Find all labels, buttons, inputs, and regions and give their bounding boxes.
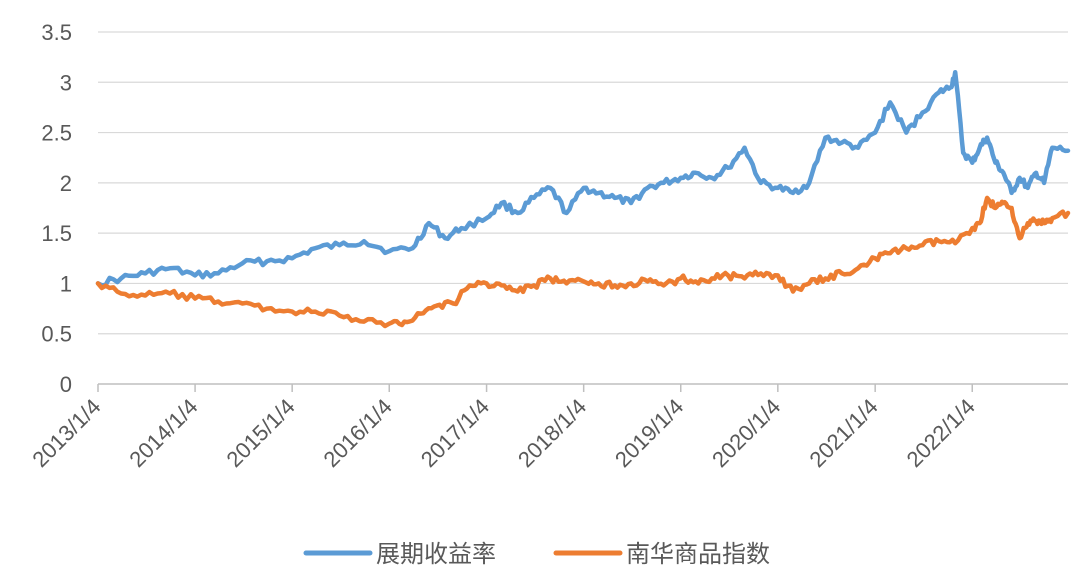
x-tick-label: 2021/1/4 [804, 394, 882, 472]
x-tick-label: 2015/1/4 [221, 394, 299, 472]
gridlines [98, 31, 1068, 335]
series-lines [95, 69, 1071, 329]
y-tick-label: 0 [60, 372, 72, 397]
x-tick-label: 2018/1/4 [513, 394, 591, 472]
y-tick-label: 2.5 [41, 121, 72, 146]
series-line-1 [95, 69, 1071, 288]
legend: 展期收益率 南华商品指数 [303, 540, 770, 568]
legend-label-1: 展期收益率 [376, 540, 496, 568]
x-tick-label: 2014/1/4 [124, 394, 202, 472]
y-tick-label: 1 [60, 271, 72, 296]
legend-label-2: 南华商品指数 [626, 540, 770, 568]
y-tick-label: 3.5 [41, 20, 72, 45]
y-tick-label: 1.5 [41, 221, 72, 246]
x-tick-label: 2017/1/4 [416, 394, 494, 472]
y-tick-label: 2 [60, 171, 72, 196]
series-line-2 [95, 195, 1071, 329]
y-tick-label: 3 [60, 70, 72, 95]
x-tick-label: 2013/1/4 [27, 394, 105, 472]
x-tick-label: 2016/1/4 [319, 394, 397, 472]
x-tick-label: 2019/1/4 [610, 394, 688, 472]
y-tick-label: 0.5 [41, 322, 72, 347]
x-tick-label: 2020/1/4 [707, 394, 785, 472]
x-tick-label: 2022/1/4 [902, 394, 980, 472]
